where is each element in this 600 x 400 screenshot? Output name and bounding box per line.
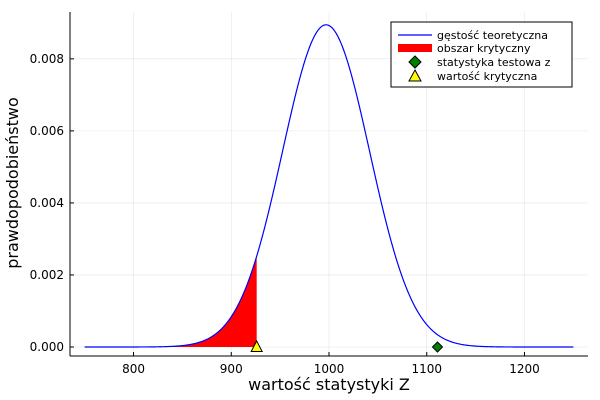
critical-value-marker: [250, 339, 264, 352]
legend-test-statistic-marker: [408, 55, 422, 69]
y-tick-label: 0.000: [30, 340, 64, 354]
legend-critical-region-label: obszar krytyczny: [437, 42, 531, 55]
x-tick-label: 800: [122, 362, 145, 376]
legend-critical-value-label: wartość krytyczna: [437, 70, 537, 83]
legend-critical-region-swatch: [398, 44, 432, 52]
x-tick-label: 1000: [314, 362, 345, 376]
y-tick-labels: 0.000 0.002 0.004 0.006 0.008: [30, 52, 64, 354]
critical-region-area: [84, 256, 257, 347]
y-tick-label: 0.004: [30, 196, 64, 210]
test-statistic-marker: [431, 341, 444, 353]
legend: gęstość teoretyczna obszar krytyczny sta…: [390, 21, 573, 88]
x-tick-label: 1100: [411, 362, 442, 376]
x-tick-label: 1200: [509, 362, 540, 376]
y-tick-label: 0.006: [30, 124, 64, 138]
legend-test-statistic-label: statystyka testowa z: [437, 56, 551, 69]
x-tick-labels: 800 900 1000 1100 1200: [122, 362, 540, 376]
y-axis-label: prawdopodobieństwo: [3, 97, 22, 269]
axes: [69, 12, 588, 357]
x-axis-label: wartość statystyki Z: [248, 375, 410, 394]
legend-density-label: gęstość teoretyczna: [437, 29, 548, 42]
x-tick-label: 900: [220, 362, 243, 376]
density-line: [84, 24, 574, 348]
y-tick-label: 0.002: [30, 268, 64, 282]
legend-critical-value-marker: [408, 68, 422, 82]
legend-box: [390, 21, 573, 88]
marker-layer: [250, 339, 444, 353]
y-tick-label: 0.008: [30, 52, 64, 66]
density-line-layer: [84, 24, 574, 348]
critical-region-layer: [84, 256, 257, 347]
